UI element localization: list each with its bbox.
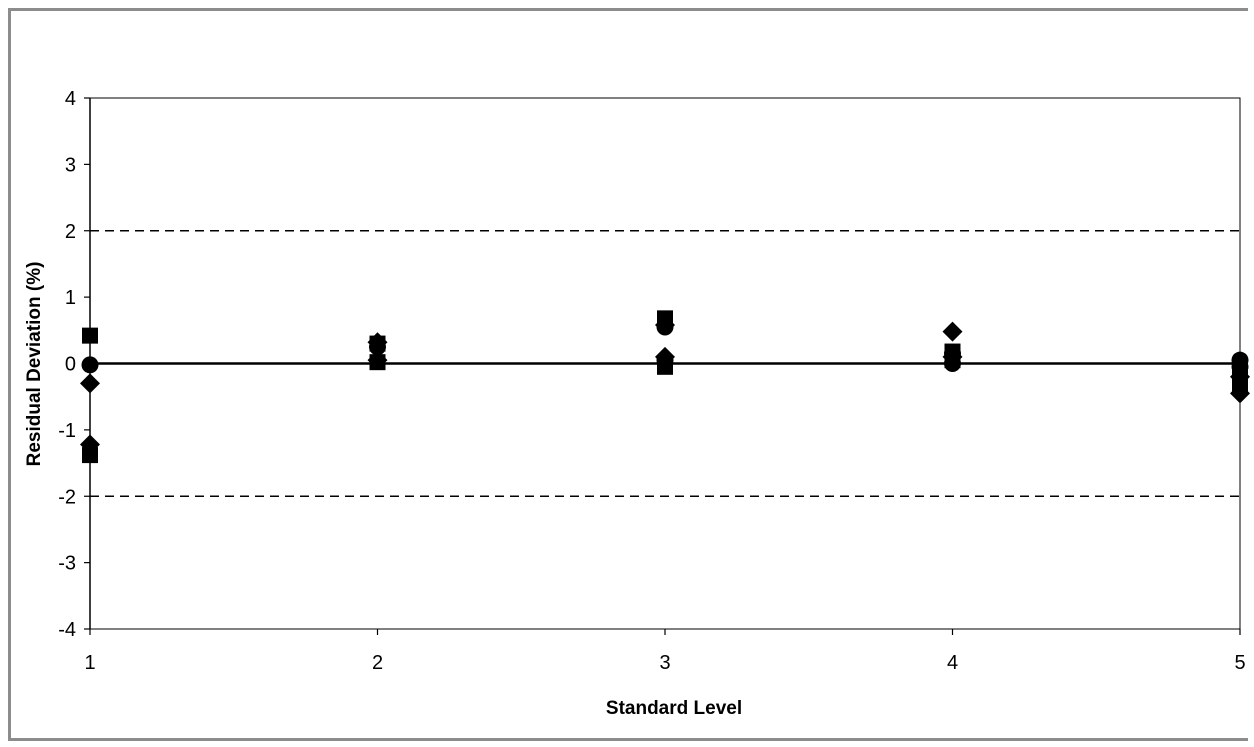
x-tick-labels: 1 2 3 4 5 — [84, 652, 1245, 674]
square-marker — [82, 447, 98, 464]
circle-marker — [944, 345, 961, 363]
y-tick-label: 4 — [65, 88, 76, 110]
diamond-marker — [80, 434, 100, 455]
y-tick-label: 2 — [65, 221, 76, 243]
diamond-marker — [942, 321, 963, 342]
y-tick-label: -3 — [58, 553, 76, 575]
x-axis-title: Standard Level — [606, 698, 742, 719]
x-tick-label: 3 — [659, 652, 670, 674]
circle-marker — [656, 351, 674, 369]
y-tick-labels: 4 3 2 1 0 -1 -2 -3 -4 — [58, 88, 76, 641]
diamond-marker — [80, 373, 100, 394]
y-tick-label: -1 — [58, 420, 76, 442]
x-tick-label: 4 — [947, 652, 958, 674]
y-tick-label: -2 — [58, 486, 76, 508]
y-tick-label: 1 — [65, 287, 76, 309]
diamond-marker — [1230, 383, 1250, 404]
y-tick-label: 3 — [65, 154, 76, 176]
x-tick-label: 5 — [1234, 652, 1245, 674]
y-tick-label: 0 — [65, 354, 76, 376]
circle-marker — [81, 356, 99, 374]
square-marker — [82, 327, 98, 344]
circle-marker — [369, 338, 386, 356]
circle-marker — [656, 318, 674, 336]
diamond-marker — [367, 350, 388, 371]
y-tick-label: -4 — [58, 619, 76, 641]
data-markers — [80, 310, 1250, 464]
x-tick-label: 1 — [84, 652, 95, 674]
x-tick-label: 2 — [372, 652, 383, 674]
circle-marker — [1231, 358, 1249, 376]
y-axis-title: Residual Deviation (%) — [24, 262, 45, 467]
